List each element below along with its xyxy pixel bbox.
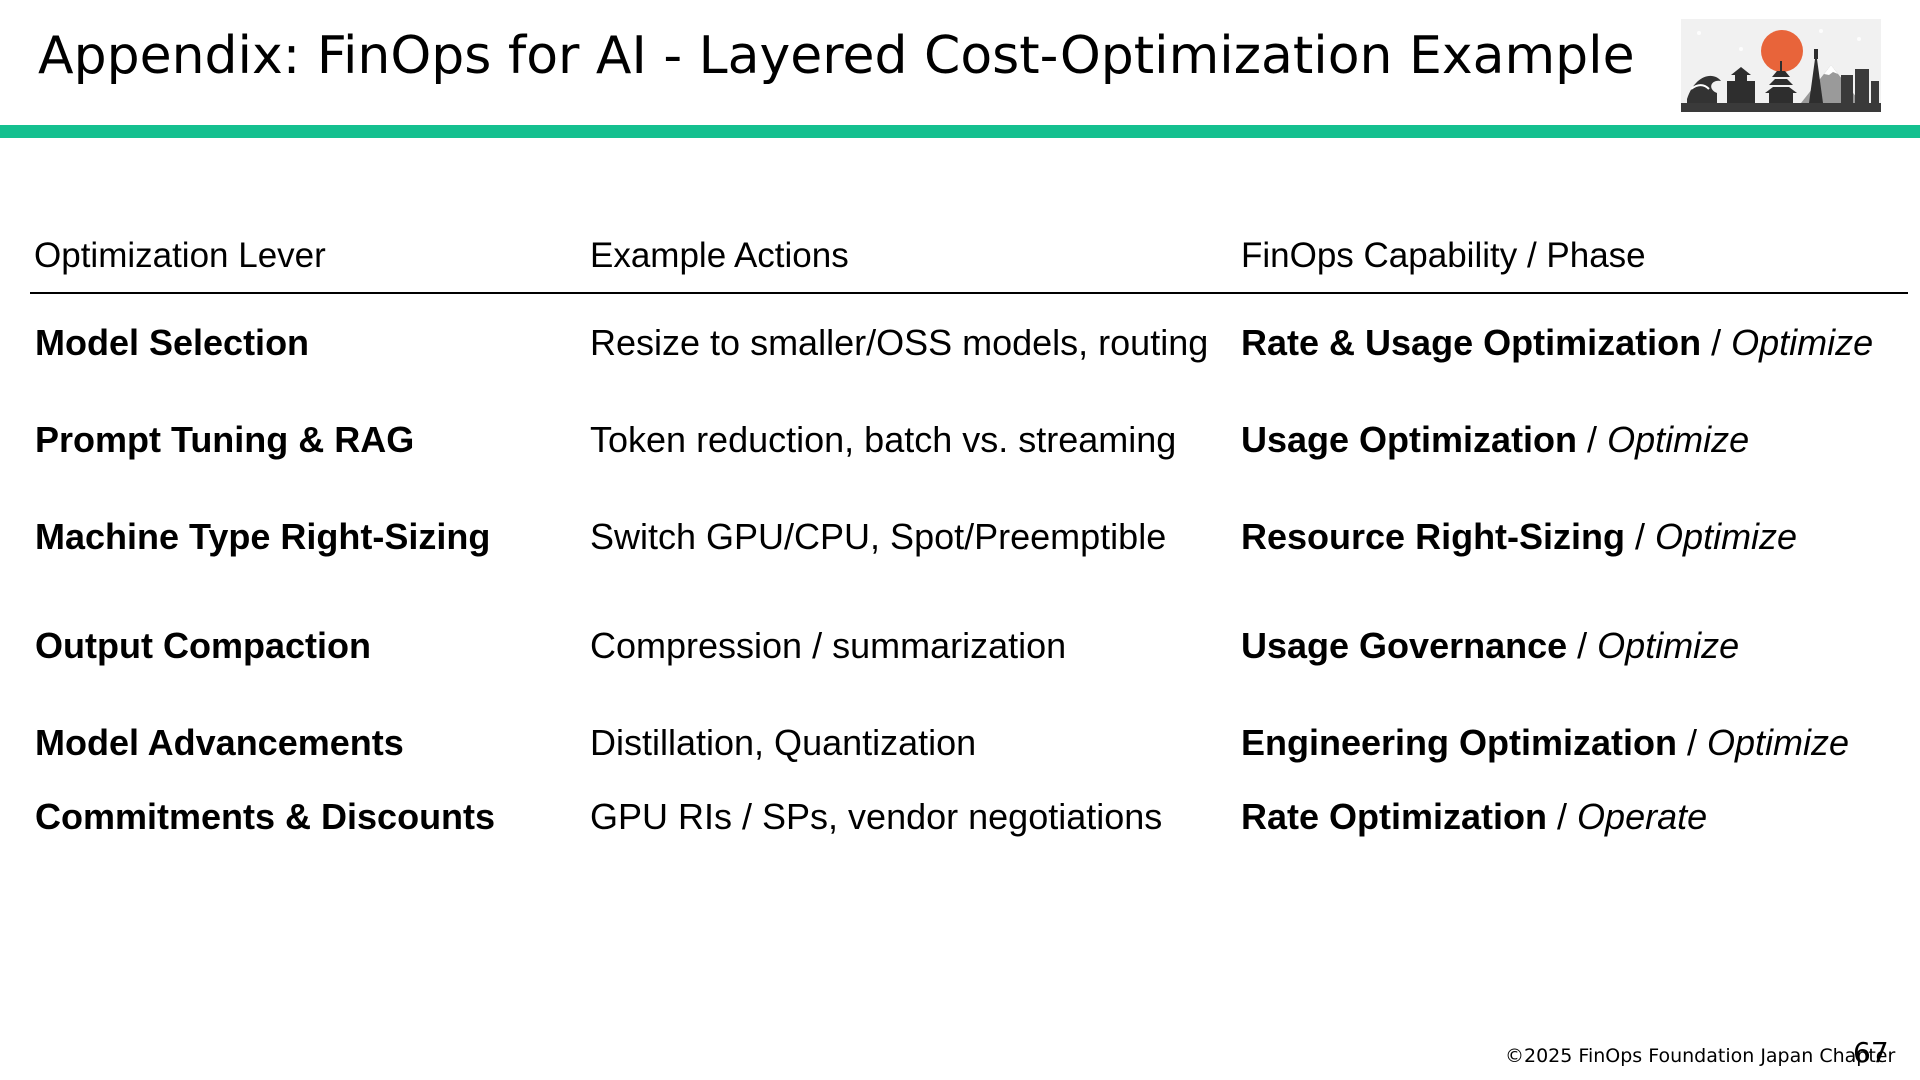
row-lever: Commitments & Discounts <box>35 796 496 837</box>
japan-skyline-sun-logo <box>1681 19 1881 112</box>
capability-separator: / <box>1567 625 1598 666</box>
row-lever: Model Advancements <box>35 722 404 763</box>
page-number: 67 <box>1853 1036 1889 1069</box>
capability-separator: / <box>1677 722 1708 763</box>
capability-name: Rate & Usage Optimization <box>1241 322 1702 363</box>
capability-phase: Optimize <box>1655 516 1798 557</box>
row-capability: Usage Governance / Optimize <box>1241 625 1739 667</box>
capability-separator: / <box>1547 796 1578 837</box>
capability-name: Usage Optimization <box>1241 419 1578 460</box>
row-capability: Engineering Optimization / Optimize <box>1241 722 1849 764</box>
row-action: Resize to smaller/OSS models, routing <box>590 322 1209 363</box>
row-lever: Prompt Tuning & RAG <box>35 419 415 460</box>
capability-separator: / <box>1625 516 1656 557</box>
row-capability: Rate Optimization / Operate <box>1241 796 1707 838</box>
capability-phase: Optimize <box>1607 419 1750 460</box>
capability-phase: Optimize <box>1707 722 1850 763</box>
row-action: Compression / summarization <box>590 625 1067 666</box>
header-finops-capability-phase: FinOps Capability / Phase <box>1241 236 1646 275</box>
row-action: Distillation, Quantization <box>590 722 977 763</box>
capability-name: Resource Right-Sizing <box>1241 516 1626 557</box>
row-action: GPU RIs / SPs, vendor negotiations <box>590 796 1163 837</box>
header-optimization-lever: Optimization Lever <box>34 236 326 275</box>
capability-name: Usage Governance <box>1241 625 1568 666</box>
capability-separator: / <box>1577 419 1608 460</box>
row-lever: Output Compaction <box>35 625 371 666</box>
capability-phase: Optimize <box>1597 625 1740 666</box>
header-divider <box>30 292 1908 294</box>
row-action: Token reduction, batch vs. streaming <box>590 419 1177 460</box>
capability-name: Rate Optimization <box>1241 796 1548 837</box>
capability-separator: / <box>1701 322 1732 363</box>
row-action: Switch GPU/CPU, Spot/Preemptible <box>590 516 1167 557</box>
capability-name: Engineering Optimization <box>1241 722 1678 763</box>
title-accent-rule <box>0 125 1920 138</box>
row-capability: Usage Optimization / Optimize <box>1241 419 1749 461</box>
slide-title: Appendix: FinOps for AI - Layered Cost-O… <box>38 26 1635 86</box>
row-lever: Machine Type Right-Sizing <box>35 516 491 557</box>
copyright-footer: ©2025 FinOps Foundation Japan Chapter <box>1505 1045 1896 1067</box>
capability-phase: Operate <box>1577 796 1708 837</box>
capability-phase: Optimize <box>1731 322 1874 363</box>
row-capability: Rate & Usage Optimization / Optimize <box>1241 322 1873 364</box>
row-lever: Model Selection <box>35 322 310 363</box>
row-capability: Resource Right-Sizing / Optimize <box>1241 516 1797 558</box>
header-example-actions: Example Actions <box>590 236 849 275</box>
